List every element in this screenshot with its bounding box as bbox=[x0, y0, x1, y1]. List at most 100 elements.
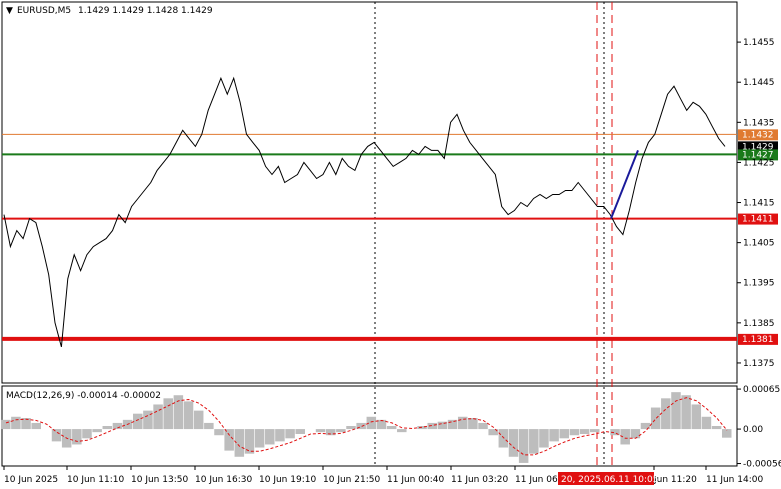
macd-bar bbox=[31, 422, 41, 430]
macd-bar bbox=[437, 421, 448, 430]
level-price-badge bbox=[738, 149, 778, 161]
macd-bar bbox=[244, 429, 255, 454]
macd-bar bbox=[51, 429, 62, 442]
time-tick-label: 10 Jun 19:10 bbox=[259, 475, 316, 485]
macd-bar bbox=[681, 395, 691, 430]
price-tick-label: 1.1415 bbox=[743, 199, 775, 209]
macd-bar bbox=[173, 395, 184, 430]
collapse-triangle-icon[interactable]: ▼ bbox=[6, 6, 13, 16]
macd-bar bbox=[721, 429, 732, 438]
price-tick-label: 1.1395 bbox=[743, 279, 775, 289]
macd-bar bbox=[447, 419, 458, 430]
time-tick-label: 11 Jun 03:20 bbox=[451, 475, 508, 485]
macd-axis: 0.00065 0.00 -0.00056 bbox=[737, 385, 781, 470]
macd-bar bbox=[112, 422, 123, 430]
time-tick-label: 10 Jun 2025 bbox=[4, 475, 58, 485]
macd-bar bbox=[285, 429, 295, 439]
macd-bar bbox=[620, 429, 630, 445]
ohlc-values: 1.1429 1.1429 1.1428 1.1429 bbox=[78, 6, 213, 16]
price-panel-frame bbox=[1, 1, 738, 384]
macd-bar bbox=[325, 429, 336, 436]
level-price-badge bbox=[738, 129, 778, 141]
macd-bar bbox=[579, 429, 590, 434]
time-tick-label: 10 Jun 16:30 bbox=[195, 475, 252, 485]
macd-bar bbox=[82, 429, 92, 439]
macd-bar bbox=[376, 419, 387, 430]
macd-bar bbox=[661, 398, 671, 430]
macd-bar bbox=[711, 426, 722, 430]
macd-bar bbox=[610, 429, 620, 436]
macd-bar bbox=[133, 413, 143, 430]
time-tick-label: 11 Jun 00:40 bbox=[387, 475, 444, 485]
macd-bar bbox=[386, 426, 397, 430]
macd-bar bbox=[11, 416, 21, 430]
macd-bar bbox=[336, 429, 346, 433]
level-price-label: 1.1381 bbox=[742, 335, 774, 345]
macd-bar bbox=[488, 429, 498, 436]
macd-bar bbox=[234, 429, 245, 457]
macd-bar bbox=[366, 416, 377, 430]
macd-histogram bbox=[0, 392, 732, 463]
price-tick-label: 1.1435 bbox=[743, 118, 775, 128]
level-price-label: 1.1429 bbox=[742, 142, 774, 152]
macd-bar bbox=[457, 416, 468, 430]
price-tick-label: 1.1405 bbox=[743, 239, 775, 249]
macd-bar bbox=[701, 416, 712, 430]
macd-bar bbox=[498, 429, 509, 448]
macd-bar bbox=[508, 429, 519, 457]
macd-bar bbox=[549, 429, 559, 442]
time-tick-label: 10 Jun 13:50 bbox=[131, 475, 188, 485]
blue-trend-line bbox=[610, 150, 639, 219]
macd-bar bbox=[559, 429, 570, 439]
time-tick-label: 10 Jun 11:10 bbox=[67, 475, 124, 485]
macd-bar bbox=[478, 422, 488, 430]
time-tick-label: 10 Jun 21:50 bbox=[323, 475, 380, 485]
macd-tick-label: 0.00065 bbox=[743, 385, 780, 395]
macd-bar bbox=[539, 429, 549, 448]
level-price-label: 1.1432 bbox=[742, 130, 774, 140]
price-tick-label: 1.1455 bbox=[743, 38, 775, 48]
macd-bar bbox=[0, 419, 11, 430]
macd-bar bbox=[72, 429, 82, 445]
time-tick-label: 11 Jun 06: bbox=[515, 475, 561, 485]
macd-bar bbox=[691, 404, 702, 430]
macd-bar bbox=[640, 422, 651, 430]
macd-bar bbox=[569, 429, 580, 436]
macd-bar bbox=[295, 429, 305, 434]
crosshair-time-badge bbox=[558, 472, 654, 485]
macd-bar bbox=[529, 429, 539, 454]
level-price-label: 1.1427 bbox=[742, 150, 774, 160]
time-axis: 10 Jun 2025 10 Jun 11:10 10 Jun 13:50 10 Ju… bbox=[3, 466, 763, 485]
macd-bar bbox=[346, 426, 356, 430]
macd-bar bbox=[589, 429, 600, 433]
price-tick-label: 1.1445 bbox=[743, 78, 775, 88]
macd-title: MACD(12,26,9) -0.00014 -0.00002 bbox=[6, 391, 161, 401]
price-tick-label: 1.1385 bbox=[743, 319, 775, 329]
macd-bar bbox=[518, 429, 529, 463]
macd-bar bbox=[92, 429, 102, 433]
level-price-label: 1.1411 bbox=[742, 215, 774, 225]
macd-bar bbox=[630, 429, 641, 439]
macd-bar bbox=[254, 429, 265, 448]
macd-bar bbox=[356, 422, 366, 430]
macd-bar bbox=[468, 418, 478, 430]
macd-bar bbox=[163, 398, 173, 430]
time-tick-label: 11 Jun 14:00 bbox=[706, 475, 763, 485]
price-series-line bbox=[3, 76, 726, 348]
price-tick-label: 1.1425 bbox=[743, 158, 775, 168]
macd-bar bbox=[224, 429, 234, 451]
macd-bar bbox=[265, 429, 275, 445]
macd-bar bbox=[427, 422, 438, 430]
macd-signal-line bbox=[5, 397, 728, 456]
macd-bar bbox=[183, 401, 194, 430]
macd-bar bbox=[397, 429, 407, 433]
time-tick-label: Jun 11:20 bbox=[653, 475, 697, 485]
macd-bar bbox=[21, 418, 31, 430]
symbol-label: EURUSD,M5 bbox=[17, 6, 71, 16]
macd-bar bbox=[102, 426, 113, 430]
macd-bar bbox=[214, 429, 224, 436]
macd-bar bbox=[193, 410, 204, 430]
macd-bar bbox=[671, 392, 681, 430]
